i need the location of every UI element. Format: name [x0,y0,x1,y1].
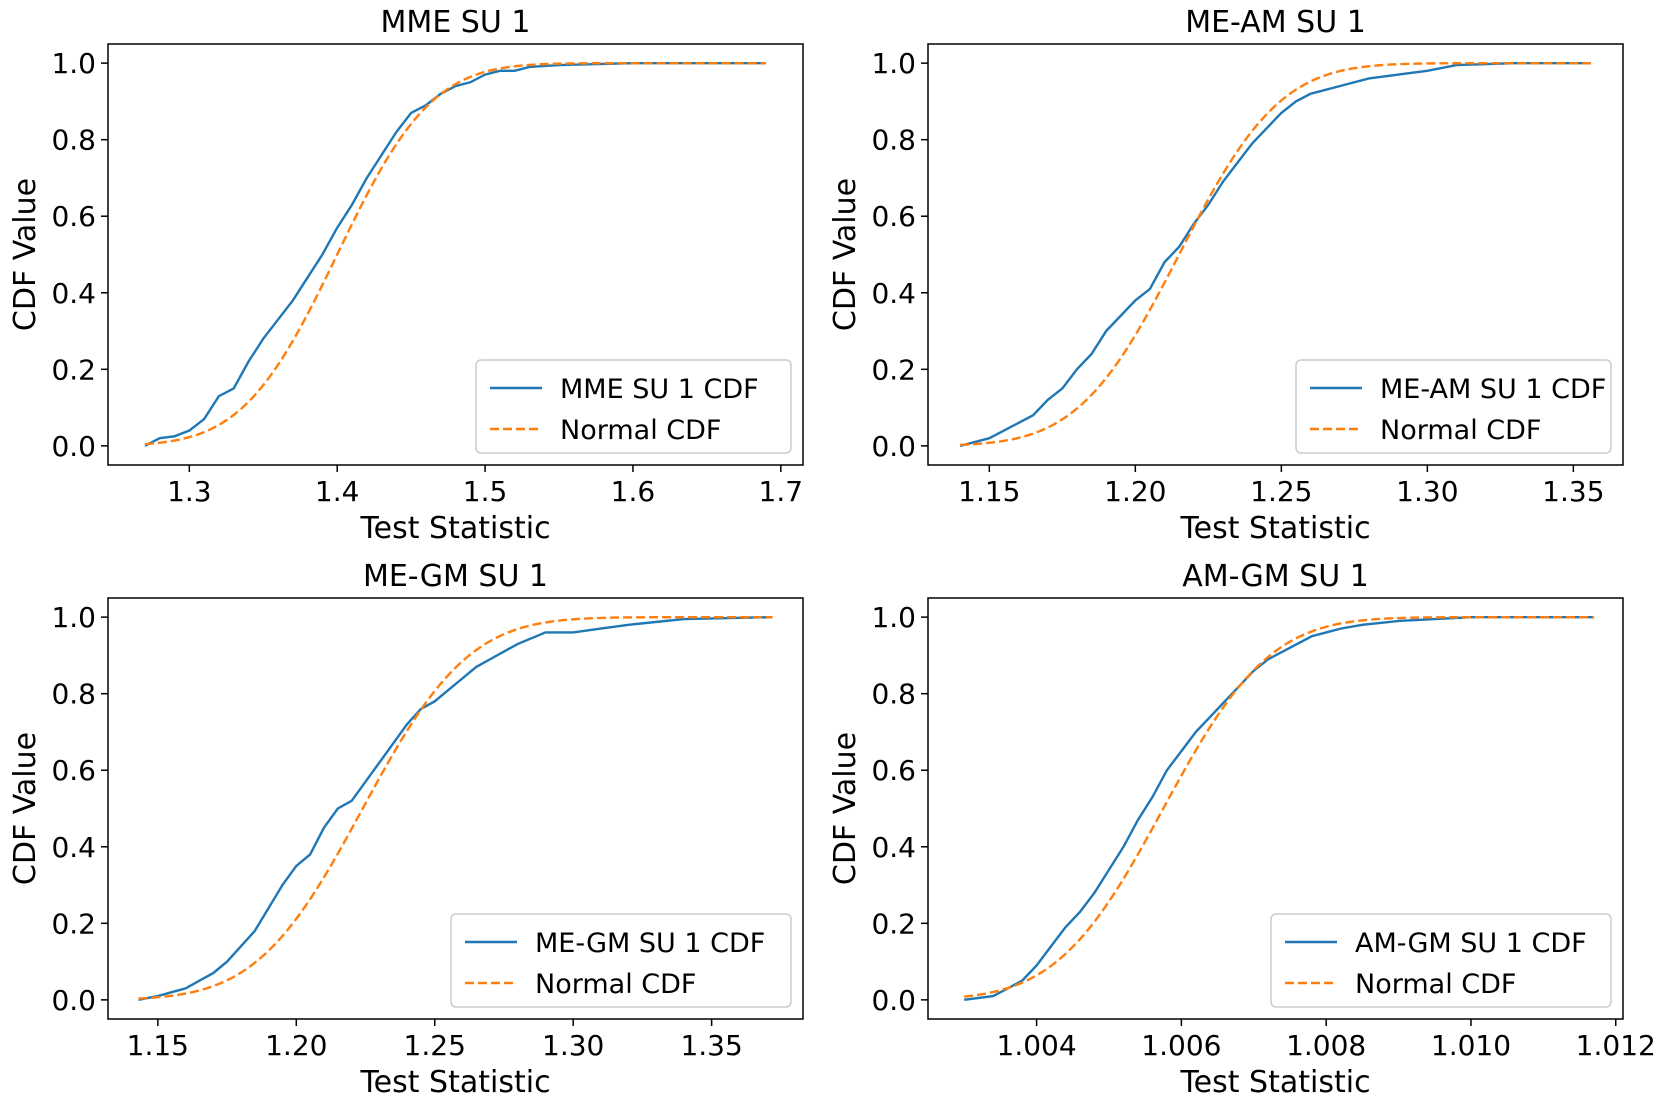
normal-cdf-line [144,61,767,446]
y-tick-label: 1.0 [51,47,96,80]
empirical-cdf-line [144,61,767,447]
legend: AM-GM SU 1 CDF Normal CDF [1270,913,1612,1008]
y-tick-label: 0.4 [871,277,916,310]
y-tick-label: 0.0 [871,984,916,1017]
legend: ME-AM SU 1 CDF Normal CDF [1295,359,1612,454]
y-tick-label: 0.6 [871,754,916,787]
y-tick-label: 0.4 [51,277,96,310]
x-tick-label: 1.35 [680,1029,742,1062]
y-tick-label: 0.0 [871,430,916,463]
empirical-cdf-line [964,615,1595,1002]
y-tick-label: 0.8 [871,124,916,157]
y-tick-label: 0.2 [51,353,96,386]
y-tick-label: 0.4 [871,831,916,864]
y-tick-label: 0.2 [871,353,916,386]
legend-box [475,359,792,454]
axes-frame [107,597,804,1020]
y-axis-label: CDF Value [8,178,43,331]
legend: MME SU 1 CDF Normal CDF [475,359,792,454]
y-axis-label: CDF Value [828,732,863,885]
subplot-2: ME-AM SU 1 1.15 1.20 1.25 1.30 1.35 0.0 0.2 0.4 0… [828,5,1624,546]
legend-label: Normal CDF [535,969,696,1000]
legend: ME-GM SU 1 CDF Normal CDF [450,913,792,1008]
x-tick-label: 1.15 [127,1029,189,1062]
chart-title: ME-GM SU 1 [363,559,548,594]
subplot-1: MME SU 1 1.3 1.4 1.5 1.6 1.7 0.0 0.2 0.4 0.6 0.8 1.… [8,5,804,546]
y-tick-label: 0.6 [871,200,916,233]
normal-cdf-line [960,61,1591,447]
x-tick-label: 1.15 [958,475,1020,508]
axes-frame [927,597,1624,1020]
x-tick-label: 1.6 [611,475,656,508]
legend-box [450,913,792,1008]
x-tick-label: 1.35 [1542,475,1604,508]
y-tick-label: 1.0 [51,601,96,634]
chart-title: AM-GM SU 1 [1182,559,1369,594]
chart-title: ME-AM SU 1 [1185,5,1366,40]
y-axis-label: CDF Value [828,178,863,331]
x-tick-label: 1.008 [1286,1029,1366,1062]
x-tick-label: 1.30 [1396,475,1458,508]
x-tick-label: 1.25 [404,1029,466,1062]
y-tick-label: 1.0 [871,601,916,634]
legend-label: MME SU 1 CDF [560,374,759,405]
y-tick-label: 0.8 [51,678,96,711]
y-tick-label: 0.6 [51,200,96,233]
x-tick-label: 1.006 [1141,1029,1221,1062]
y-tick-label: 0.2 [871,907,916,940]
legend-label: Normal CDF [560,415,721,446]
x-tick-label: 1.4 [315,475,360,508]
x-tick-label: 1.010 [1431,1029,1511,1062]
y-tick-label: 0.4 [51,831,96,864]
subplot-4: AM-GM SU 1 1.004 1.006 1.008 1.010 1.012 0.0 0.… [828,559,1656,1100]
x-tick-label: 1.20 [265,1029,327,1062]
x-tick-label: 1.012 [1576,1029,1656,1062]
normal-cdf-line [138,615,773,1000]
x-axis-label: Test Statistic [1179,1065,1370,1100]
legend-label: Normal CDF [1380,415,1541,446]
y-axis-label: CDF Value [8,732,43,885]
x-axis-label: Test Statistic [359,511,550,546]
x-tick-label: 1.5 [463,475,508,508]
chart-title: MME SU 1 [381,5,531,40]
normal-cdf-line [964,615,1595,998]
axes-frame [927,43,1624,466]
x-axis-label: Test Statistic [359,1065,550,1100]
x-tick-label: 1.25 [1250,475,1312,508]
axes-frame [107,43,804,466]
legend-box [1295,359,1612,454]
y-tick-label: 0.0 [51,984,96,1017]
legend-box [1270,913,1612,1008]
empirical-cdf-line [138,615,773,1002]
y-tick-label: 0.2 [51,907,96,940]
x-tick-label: 1.7 [759,475,804,508]
legend-label: Normal CDF [1355,969,1516,1000]
x-tick-label: 1.3 [167,475,212,508]
x-tick-label: 1.20 [1104,475,1166,508]
x-axis-label: Test Statistic [1179,511,1370,546]
legend-label: AM-GM SU 1 CDF [1355,928,1587,959]
y-tick-label: 0.8 [871,678,916,711]
y-tick-label: 1.0 [871,47,916,80]
y-tick-label: 0.8 [51,124,96,157]
legend-label: ME-AM SU 1 CDF [1380,374,1606,405]
legend-label: ME-GM SU 1 CDF [535,928,765,959]
x-tick-label: 1.30 [542,1029,604,1062]
subplot-3: ME-GM SU 1 1.15 1.20 1.25 1.30 1.35 0.0 0.2 0.4 0… [8,559,804,1100]
y-tick-label: 0.6 [51,754,96,787]
x-tick-label: 1.004 [997,1029,1077,1062]
y-tick-label: 0.0 [51,430,96,463]
